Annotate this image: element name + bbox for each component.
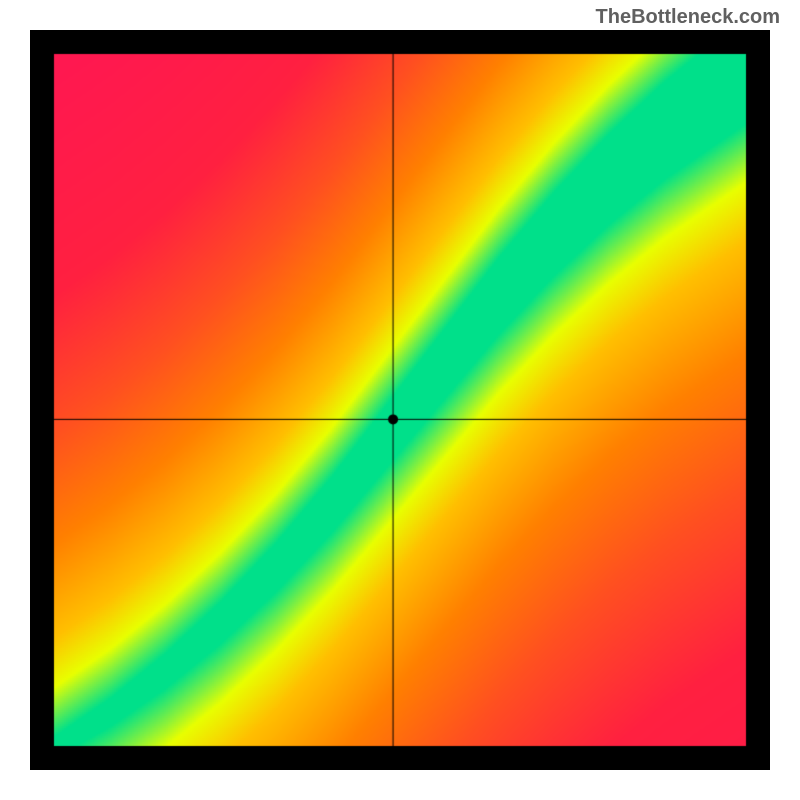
heatmap-canvas	[30, 30, 770, 770]
chart-container: TheBottleneck.com	[0, 0, 800, 800]
watermark-text: TheBottleneck.com	[596, 6, 780, 29]
